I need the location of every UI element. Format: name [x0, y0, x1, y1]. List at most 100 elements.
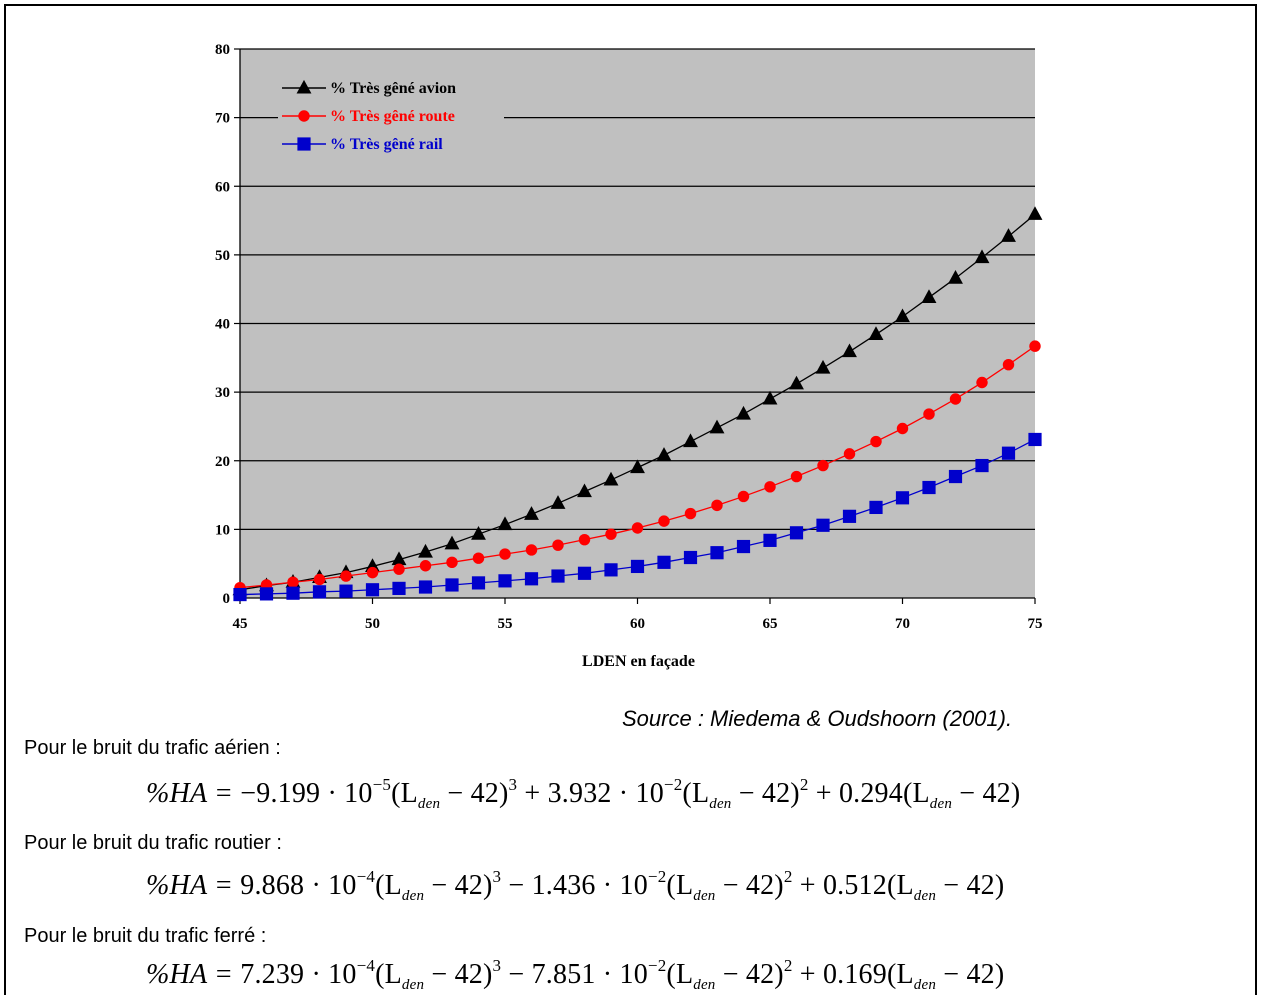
data-point-tr-s-g-n-avion: [577, 483, 592, 498]
data-point-tr-s-g-n-avion: [497, 516, 513, 531]
y-tick-label: 70: [215, 111, 230, 127]
data-point-tr-s-g-n-rail: [259, 587, 274, 601]
data-point-tr-s-g-n-route: [419, 560, 432, 572]
data-point-tr-s-g-n-route: [843, 448, 856, 460]
data-point-tr-s-g-n-rail: [418, 580, 433, 594]
y-tick-label: 80: [215, 42, 230, 58]
data-point-tr-s-g-n-avion: [709, 419, 725, 434]
data-point-tr-s-g-n-route: [525, 544, 538, 556]
noise-annoyance-chart: 0 10 20 30 40 50 60 70 80 45 50 55 60 65 70 75 LDEN en f…: [215, 42, 1043, 670]
data-point-tr-s-g-n-avion: [656, 447, 672, 461]
legend-marker: [297, 137, 311, 151]
data-point-tr-s-g-n-route: [896, 422, 909, 435]
data-point-tr-s-g-n-avion: [789, 375, 804, 390]
data-point-tr-s-g-n-avion: [603, 471, 619, 486]
legend-label: % Très gêné route: [330, 108, 455, 125]
data-point-tr-s-g-n-rail: [445, 578, 459, 592]
data-point-tr-s-g-n-rail: [630, 559, 645, 574]
data-point-tr-s-g-n-route: [1029, 340, 1041, 352]
x-tick-label: 70: [895, 616, 910, 632]
legend-marker: [296, 79, 312, 94]
data-point-tr-s-g-n-rail: [895, 491, 910, 505]
data-point-tr-s-g-n-avion: [974, 249, 990, 264]
data-point-tr-s-g-n-rail: [710, 546, 724, 560]
data-point-tr-s-g-n-route: [287, 576, 299, 588]
data-point-tr-s-g-n-avion: [683, 433, 698, 448]
data-point-tr-s-g-n-avion: [815, 359, 831, 374]
data-point-tr-s-g-n-avion: [1027, 206, 1043, 220]
data-point-tr-s-g-n-avion: [948, 270, 963, 284]
data-point-tr-s-g-n-rail: [392, 581, 406, 595]
y-tick-label: 50: [215, 248, 230, 264]
data-point-tr-s-g-n-route: [923, 408, 935, 420]
data-point-tr-s-g-n-route: [446, 556, 458, 569]
data-point-tr-s-g-n-route: [340, 570, 352, 582]
data-point-tr-s-g-n-rail: [524, 572, 539, 586]
intro-aerien: Pour le bruit du trafic aérien :: [24, 737, 281, 759]
formula-routier: %HA = 9.868 · 10−4(Lden − 42)3 − 1.436 ·…: [146, 867, 1005, 904]
data-point-tr-s-g-n-rail: [657, 555, 671, 569]
data-point-tr-s-g-n-rail: [975, 458, 989, 473]
data-point-tr-s-g-n-route: [684, 507, 697, 520]
data-point-tr-s-g-n-route: [499, 548, 511, 560]
y-tick-label: 60: [215, 179, 230, 195]
x-tick-label: 65: [763, 616, 778, 632]
data-point-tr-s-g-n-rail: [577, 566, 592, 580]
data-point-tr-s-g-n-rail: [789, 526, 804, 540]
data-point-tr-s-g-n-route: [764, 481, 776, 493]
data-point-tr-s-g-n-rail: [551, 569, 565, 583]
x-axis-label: LDEN en façade: [582, 653, 695, 670]
data-point-tr-s-g-n-route: [817, 459, 829, 472]
data-point-tr-s-g-n-rail: [233, 587, 247, 602]
x-tick-label: 60: [630, 616, 645, 632]
x-tick-label: 45: [233, 616, 248, 632]
data-point-tr-s-g-n-avion: [524, 506, 539, 520]
data-point-tr-s-g-n-rail: [736, 539, 751, 554]
data-point-tr-s-g-n-avion: [921, 289, 937, 303]
data-point-tr-s-g-n-avion: [391, 551, 407, 566]
legend-label: % Très gêné rail: [330, 136, 443, 153]
intro-ferre: Pour le bruit du trafic ferré :: [24, 925, 267, 947]
formula-aerien: %HA = −9.199 · 10−5(Lden − 42)3 + 3.932 …: [146, 775, 1021, 812]
data-point-tr-s-g-n-rail: [312, 585, 327, 599]
data-point-tr-s-g-n-avion: [444, 535, 460, 550]
data-point-tr-s-g-n-route: [949, 393, 962, 405]
data-point-tr-s-g-n-avion: [762, 390, 778, 405]
x-tick-label: 55: [498, 616, 513, 632]
y-tick-label: 20: [215, 454, 230, 470]
data-point-tr-s-g-n-rail: [922, 480, 936, 495]
data-point-tr-s-g-n-avion: [418, 543, 433, 558]
data-point-tr-s-g-n-avion: [550, 495, 566, 509]
data-point-tr-s-g-n-route: [790, 470, 803, 483]
data-point-tr-s-g-n-rail: [339, 584, 353, 598]
data-point-tr-s-g-n-route: [366, 566, 379, 579]
y-tick-label: 10: [215, 522, 230, 538]
data-point-tr-s-g-n-rail: [763, 533, 777, 547]
data-point-tr-s-g-n-rail: [286, 586, 300, 600]
data-point-tr-s-g-n-route: [631, 522, 644, 534]
x-tick-label: 50: [365, 616, 380, 632]
formula-ferre: %HA = 7.239 · 10−4(Lden − 42)3 − 7.851 ·…: [146, 956, 1005, 993]
data-point-tr-s-g-n-route: [658, 515, 670, 527]
data-point-tr-s-g-n-avion: [736, 405, 751, 420]
data-point-tr-s-g-n-route: [976, 376, 988, 389]
data-point-tr-s-g-n-route: [578, 533, 591, 546]
legend-label: % Très gêné avion: [330, 80, 456, 97]
y-tick-label: 40: [215, 317, 230, 333]
data-point-tr-s-g-n-avion: [895, 308, 910, 323]
data-point-tr-s-g-n-rail: [604, 563, 618, 577]
data-point-tr-s-g-n-route: [472, 552, 485, 564]
data-point-tr-s-g-n-rail: [471, 576, 486, 590]
data-point-tr-s-g-n-rail: [1028, 432, 1042, 447]
figure-frame: [4, 4, 1257, 995]
data-point-tr-s-g-n-rail: [948, 469, 963, 484]
data-point-tr-s-g-n-avion: [842, 343, 857, 358]
data-point-tr-s-g-n-route: [393, 563, 405, 575]
data-point-tr-s-g-n-rail: [365, 583, 380, 597]
x-tick-label: 75: [1028, 616, 1043, 632]
data-point-tr-s-g-n-rail: [1001, 446, 1016, 460]
data-point-tr-s-g-n-route: [737, 490, 750, 503]
legend-marker: [298, 110, 310, 122]
data-point-tr-s-g-n-route: [870, 435, 882, 448]
data-point-tr-s-g-n-rail: [683, 550, 698, 565]
